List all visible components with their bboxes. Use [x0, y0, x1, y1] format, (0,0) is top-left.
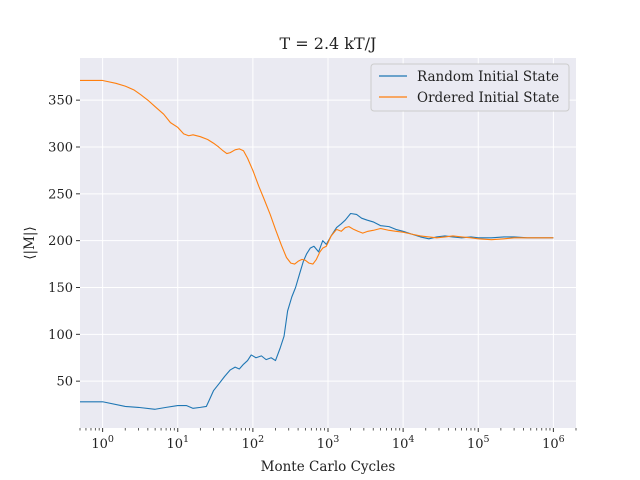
chart-title: T = 2.4 kT/J	[280, 34, 377, 53]
x-tick-label: 103	[317, 434, 340, 452]
legend-label-random: Random Initial State	[417, 69, 559, 85]
x-tick-label: 101	[166, 434, 189, 452]
y-tick-label: 200	[48, 234, 73, 249]
y-tick-label: 50	[56, 375, 73, 390]
x-tick-label: 104	[392, 434, 415, 452]
series-line-ordered	[80, 79, 554, 265]
legend-label-ordered: Ordered Initial State	[417, 90, 559, 106]
x-tick-label: 106	[542, 434, 565, 452]
y-tick-label: 250	[48, 187, 73, 202]
x-tick-label: 102	[242, 434, 265, 452]
legend: Random Initial State Ordered Initial Sta…	[370, 63, 570, 112]
axes: 100 101 102 103 104 105 106 50 100 150 200 250 300 35…	[48, 94, 577, 452]
legend-box	[370, 63, 570, 112]
y-axis-title: ⟨|M|⟩	[22, 226, 38, 259]
x-tick-label: 105	[467, 434, 490, 452]
series-layer	[80, 79, 554, 410]
y-tick-label: 300	[48, 140, 73, 155]
y-tick-label: 150	[48, 281, 73, 296]
x-tick-label: 100	[91, 434, 114, 452]
x-axis-title: Monte Carlo Cycles	[261, 459, 396, 475]
series-line-random	[80, 212, 554, 410]
y-tick-label: 350	[48, 94, 73, 109]
y-tick-label: 100	[48, 328, 73, 343]
